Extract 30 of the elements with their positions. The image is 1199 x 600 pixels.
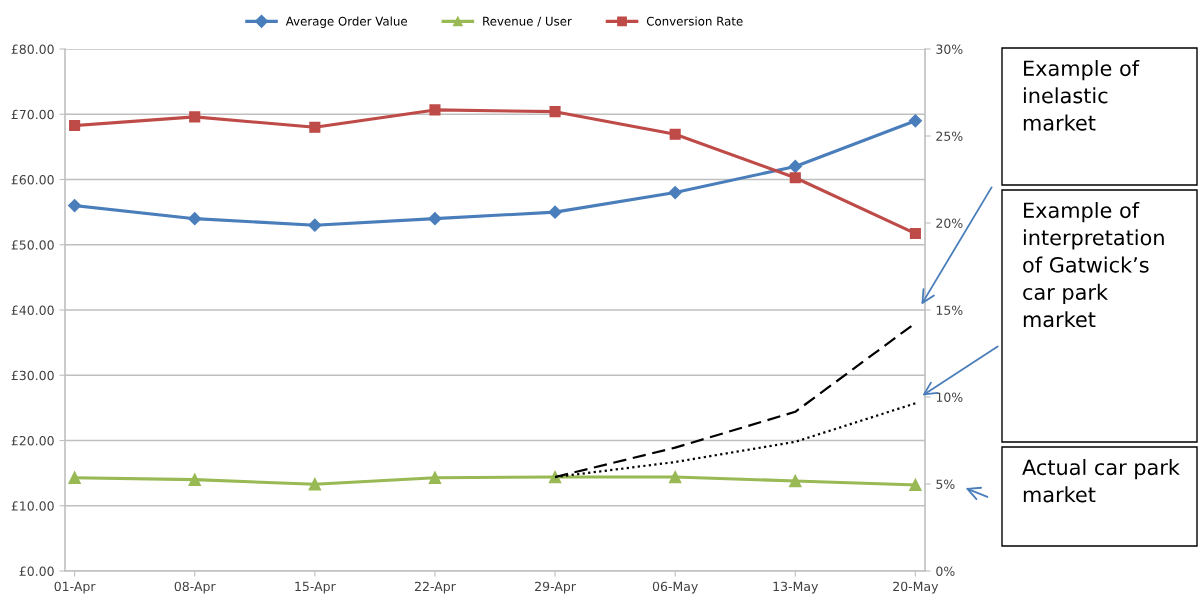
y2-tick-label: 15%: [936, 305, 963, 315]
y2-tick-label: 5%: [936, 479, 955, 489]
x-tick-label: 06-May: [652, 581, 698, 594]
text: Actual car park market: [1022, 459, 1180, 503]
y-tick-label: £70.00: [11, 109, 54, 120]
x-tick-label: 01-Apr: [54, 581, 96, 594]
x-tick-label: 13-May: [773, 581, 819, 594]
y-tick-label: £60.00: [11, 174, 54, 185]
x-tick-label: 15-Apr: [295, 581, 336, 594]
y2-tick-label: 20%: [936, 218, 963, 228]
y2-tick-label: 10%: [936, 392, 963, 402]
legend-label: Revenue / User: [483, 16, 572, 27]
y2-tick-label: 0%: [936, 566, 955, 576]
legend-label: Conversion Rate: [646, 16, 743, 26]
y-tick-label: £30.00: [11, 370, 54, 381]
y-tick-label: £40.00: [11, 305, 54, 315]
y-tick-label: £50.00: [11, 240, 54, 250]
y-tick-label: £20.00: [11, 435, 54, 446]
x-tick-label: 20-May: [893, 581, 939, 594]
y2-tick-label: 30%: [936, 44, 963, 54]
y-tick-label: £0.00: [19, 566, 54, 576]
x-tick-label: 08-Apr: [174, 581, 216, 594]
x-tick-label: 29-Apr: [535, 581, 576, 594]
x-tick-label: 22-Apr: [414, 581, 456, 594]
text: Example of interpretation of Gatwick’s car park market: [1023, 202, 1164, 328]
y-tick-label: £10.00: [11, 501, 54, 511]
y2-tick-label: 25%: [936, 131, 963, 141]
legend-label: Average Order Value: [285, 16, 408, 28]
text: Example of inelastic market: [1023, 60, 1140, 131]
y-tick-label: £80.00: [11, 44, 54, 54]
